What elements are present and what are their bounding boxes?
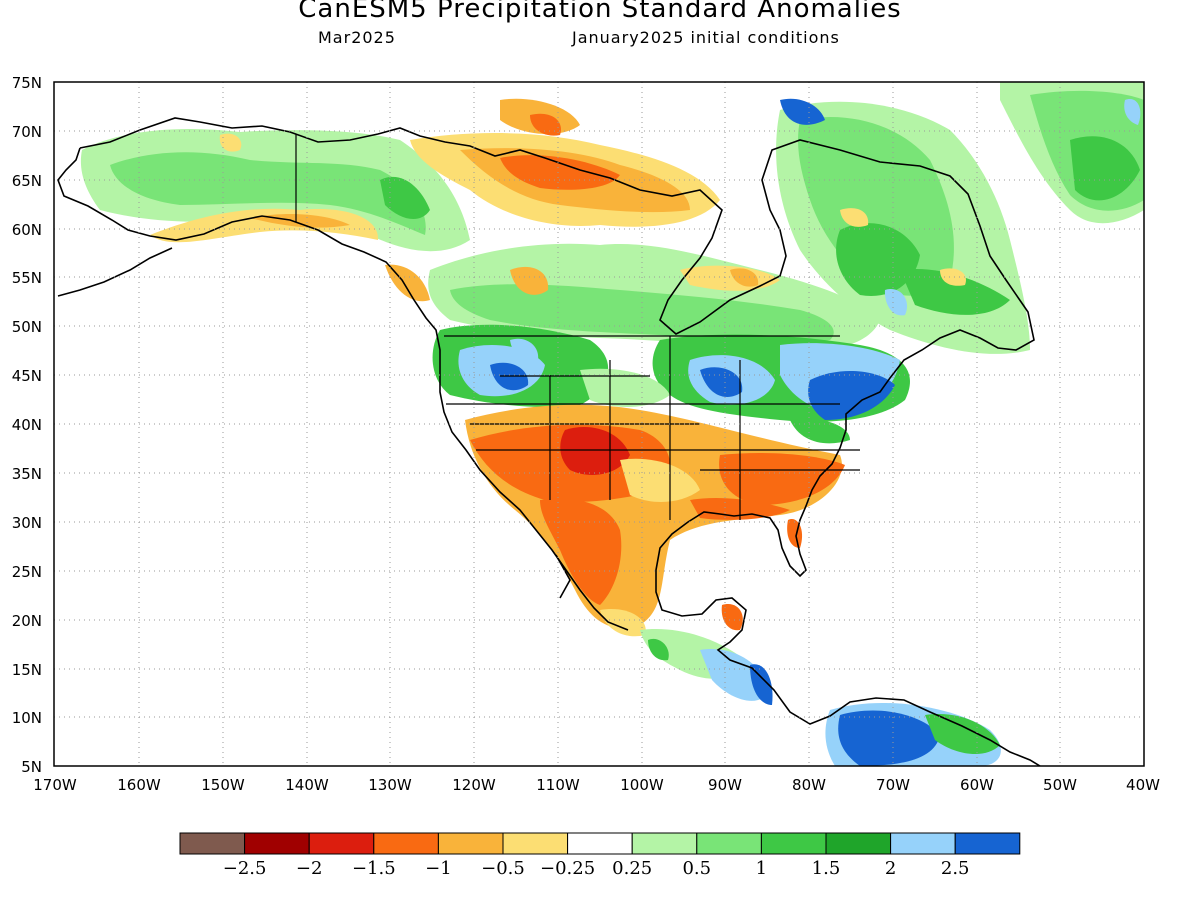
colorbar-label: −1.5: [352, 858, 396, 879]
colorbar-label: 1: [756, 858, 767, 879]
map-frame: [53, 81, 1145, 767]
colorbar-label: 1.5: [812, 858, 841, 879]
anomaly-area: [110, 152, 426, 235]
anomaly-area: [540, 498, 622, 605]
anomaly-area: [580, 368, 670, 407]
colorbar-label: −2: [296, 858, 323, 879]
anomaly-area: [510, 266, 549, 295]
lat-tick: 70N: [12, 123, 42, 141]
anomaly-area: [780, 98, 825, 125]
lon-tick: 120W: [452, 776, 496, 794]
anomaly-area: [530, 113, 561, 136]
colorbar-swatch: [244, 832, 310, 855]
anomaly-area: [510, 338, 539, 362]
lat-tick: 40N: [12, 416, 42, 434]
colorbar-swatch: [437, 832, 504, 855]
anomaly-area: [219, 133, 242, 152]
colorbar-swatch: [825, 832, 892, 855]
anomaly-area: [884, 289, 908, 316]
lat-tick: 60N: [12, 221, 42, 239]
lon-tick: 70W: [876, 776, 910, 794]
anomaly-area: [808, 370, 895, 420]
colorbar-label: 2.5: [941, 858, 970, 879]
lat-tick: 55N: [12, 269, 42, 287]
colorbar-label: 0.5: [682, 858, 711, 879]
colorbar-swatch: [179, 832, 246, 855]
forecast-month: Mar2025: [318, 28, 396, 47]
anomaly-area: [838, 710, 940, 766]
anomaly-area: [750, 664, 773, 705]
lon-tick: 140W: [285, 776, 329, 794]
colorbar-swatch: [373, 832, 439, 855]
colorbar-swatch: [890, 832, 956, 855]
lat-tick: 50N: [12, 318, 42, 336]
coastlines: [57, 117, 1041, 766]
colorbar-label: 0.25: [612, 858, 652, 879]
colorbar-swatch: [567, 832, 633, 855]
lon-tick: 100W: [620, 776, 664, 794]
lon-tick: 80W: [792, 776, 826, 794]
graticule: [54, 82, 1144, 766]
anomaly-area: [648, 638, 669, 661]
anomaly-area: [1124, 99, 1141, 125]
colorbar-label: −1: [425, 858, 452, 879]
colorbar-swatch: [631, 832, 698, 855]
lat-tick: 65N: [12, 172, 42, 190]
colorbar-label: −0.5: [481, 858, 525, 879]
colorbar-label: −0.25: [540, 858, 595, 879]
map-title: CanESM5 Precipitation Standard Anomalies: [298, 0, 902, 24]
lat-tick: 20N: [12, 612, 42, 630]
lat-tick: 75N: [12, 74, 42, 92]
colorbar-swatch: [760, 832, 827, 855]
anomaly-area: [450, 284, 834, 343]
lon-tick: 60W: [960, 776, 994, 794]
lon-tick: 130W: [368, 776, 412, 794]
lat-tick: 30N: [12, 514, 42, 532]
anomaly-area: [700, 367, 743, 397]
lat-tick: 10N: [12, 709, 42, 727]
latitude-axis: 75N 70N 65N 60N 55N 50N 45N 40N 35N 30N …: [12, 74, 42, 776]
lat-tick: 25N: [12, 563, 42, 581]
colorbar-label: −2.5: [223, 858, 267, 879]
anomaly-area: [380, 176, 430, 220]
lon-tick: 160W: [117, 776, 161, 794]
lon-tick: 40W: [1126, 776, 1160, 794]
anomaly-area: [560, 427, 630, 475]
lon-tick: 170W: [33, 776, 77, 794]
anomaly-area: [1070, 136, 1140, 201]
colorbar-swatch: [502, 832, 569, 855]
anomaly-area: [925, 714, 1000, 755]
anomaly-area: [840, 208, 869, 227]
colorbar-swatch: [696, 832, 762, 855]
lat-tick: 5N: [21, 758, 42, 776]
anomaly-area: [719, 453, 845, 505]
lat-tick: 45N: [12, 367, 42, 385]
colorbar: −2.5 −2 −1.5 −1 −0.5 −0.25 0.25 0.5 1 1.…: [179, 832, 1021, 879]
anomaly-area: [940, 268, 966, 286]
lon-tick: 150W: [201, 776, 245, 794]
lon-tick: 50W: [1043, 776, 1077, 794]
anomaly-area: [620, 458, 700, 502]
anomaly-area: [900, 269, 1010, 315]
colorbar-label: 2: [885, 858, 896, 879]
initial-conditions: January2025 initial conditions: [572, 28, 840, 47]
anomaly-field: [80, 82, 1144, 766]
anomaly-area: [790, 418, 850, 444]
lon-tick: 110W: [536, 776, 580, 794]
anomaly-area: [721, 604, 743, 631]
colorbar-swatch: [308, 832, 375, 855]
anomaly-area: [600, 609, 646, 637]
lon-tick: 90W: [708, 776, 742, 794]
longitude-axis: 170W 160W 150W 140W 130W 120W 110W 100W …: [33, 776, 1160, 794]
lat-tick: 15N: [12, 661, 42, 679]
anomaly-area: [500, 155, 620, 190]
colorbar-swatch: [954, 832, 1021, 855]
lat-tick: 35N: [12, 465, 42, 483]
anomaly-area: [836, 223, 920, 296]
anomaly-area: [700, 649, 770, 701]
